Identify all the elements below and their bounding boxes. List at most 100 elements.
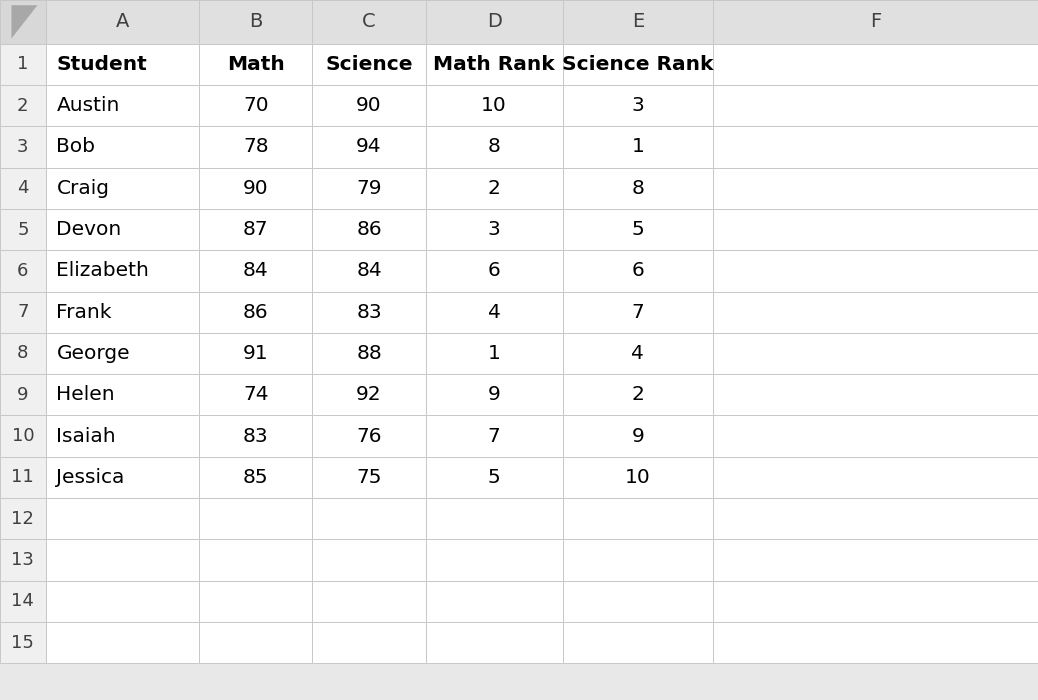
Bar <box>713 209 1038 251</box>
Text: 88: 88 <box>356 344 382 363</box>
Bar <box>713 580 1038 622</box>
Text: 8: 8 <box>631 178 645 198</box>
Bar <box>563 457 713 498</box>
Bar <box>713 498 1038 540</box>
Bar <box>199 457 312 498</box>
Bar <box>713 43 1038 85</box>
Text: 1: 1 <box>488 344 500 363</box>
Bar <box>0 333 46 374</box>
Text: 9: 9 <box>488 385 500 405</box>
Bar <box>312 251 426 291</box>
Bar <box>0 498 46 540</box>
Bar <box>426 209 563 251</box>
Text: 4: 4 <box>631 344 645 363</box>
Text: Math: Math <box>227 55 284 74</box>
Bar <box>713 85 1038 126</box>
Bar <box>426 374 563 416</box>
Text: Isaiah: Isaiah <box>56 426 116 446</box>
Bar <box>199 498 312 540</box>
Text: 15: 15 <box>11 634 34 652</box>
Text: B: B <box>249 13 263 32</box>
Bar <box>563 498 713 540</box>
Text: 8: 8 <box>488 137 500 157</box>
Bar <box>312 540 426 580</box>
Text: 94: 94 <box>356 137 382 157</box>
Text: 90: 90 <box>243 178 269 198</box>
Bar <box>426 43 563 85</box>
Text: 5: 5 <box>17 220 29 239</box>
Bar <box>46 167 199 209</box>
Bar <box>563 209 713 251</box>
Bar <box>312 374 426 416</box>
Bar <box>312 0 426 43</box>
Bar <box>426 291 563 333</box>
Bar <box>713 374 1038 416</box>
Text: 87: 87 <box>243 220 269 239</box>
Text: 4: 4 <box>17 179 29 197</box>
Text: 3: 3 <box>488 220 500 239</box>
Bar <box>713 291 1038 333</box>
Text: 10: 10 <box>625 468 651 487</box>
Bar <box>312 580 426 622</box>
Bar <box>46 580 199 622</box>
Bar <box>199 209 312 251</box>
Text: 6: 6 <box>488 261 500 281</box>
Text: 3: 3 <box>17 138 29 156</box>
Text: 1: 1 <box>18 55 28 74</box>
Bar <box>312 85 426 126</box>
Bar <box>713 457 1038 498</box>
Bar <box>563 291 713 333</box>
Text: 7: 7 <box>17 303 29 321</box>
Text: 12: 12 <box>11 510 34 528</box>
Bar <box>563 0 713 43</box>
Text: 78: 78 <box>243 137 269 157</box>
Text: 4: 4 <box>488 302 500 322</box>
Text: 83: 83 <box>356 302 382 322</box>
Bar <box>563 333 713 374</box>
Bar <box>312 43 426 85</box>
Bar <box>46 85 199 126</box>
Bar <box>199 416 312 457</box>
Bar <box>199 43 312 85</box>
Text: Craig: Craig <box>56 178 109 198</box>
Text: 86: 86 <box>243 302 269 322</box>
Text: 74: 74 <box>243 385 269 405</box>
Bar <box>0 85 46 126</box>
Bar <box>426 622 563 663</box>
Bar <box>713 622 1038 663</box>
Bar <box>0 622 46 663</box>
Text: Student: Student <box>56 55 147 74</box>
Text: 2: 2 <box>631 385 645 405</box>
Bar <box>426 580 563 622</box>
Text: 10: 10 <box>11 427 34 445</box>
Bar <box>199 0 312 43</box>
Bar <box>46 540 199 580</box>
Text: 9: 9 <box>17 386 29 404</box>
Bar <box>46 457 199 498</box>
Bar <box>199 126 312 167</box>
Bar <box>426 167 563 209</box>
Text: Science Rank: Science Rank <box>563 55 713 74</box>
Polygon shape <box>11 5 37 38</box>
Bar <box>312 167 426 209</box>
Bar <box>426 457 563 498</box>
Text: Jessica: Jessica <box>56 468 125 487</box>
Bar <box>563 126 713 167</box>
Text: F: F <box>870 13 881 32</box>
Bar <box>563 85 713 126</box>
Text: 86: 86 <box>356 220 382 239</box>
Bar <box>312 498 426 540</box>
Bar <box>46 498 199 540</box>
Bar <box>46 43 199 85</box>
Bar <box>312 416 426 457</box>
Text: 11: 11 <box>11 468 34 486</box>
Bar <box>426 540 563 580</box>
Bar <box>426 85 563 126</box>
Bar <box>426 126 563 167</box>
Bar <box>563 167 713 209</box>
Text: 84: 84 <box>356 261 382 281</box>
Bar <box>312 622 426 663</box>
Bar <box>312 333 426 374</box>
Text: 2: 2 <box>17 97 29 115</box>
Text: A: A <box>116 13 129 32</box>
